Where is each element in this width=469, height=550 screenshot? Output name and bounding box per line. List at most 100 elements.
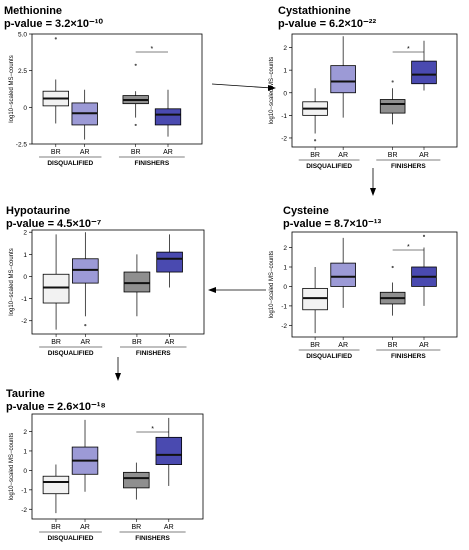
y-tick-label: 0	[283, 284, 287, 291]
y-tick-label: 0	[23, 105, 27, 112]
box-ar-disqualified	[330, 36, 356, 118]
box-ar-disqualified	[71, 419, 99, 492]
box-iqr	[123, 471, 150, 489]
outlier-point	[134, 123, 137, 127]
box-ar-finishers	[155, 417, 183, 486]
x-category-label: AR	[338, 152, 348, 159]
y-tick-label: 1	[283, 68, 287, 75]
y-tick-label: 2	[283, 45, 287, 52]
y-tick-label: 0	[283, 90, 287, 97]
box-br-disqualified	[42, 37, 69, 124]
flow-arrows	[115, 83, 376, 381]
x-category-label: AR	[165, 339, 175, 346]
y-tick-label: -2	[281, 135, 287, 142]
x-category-label: AR	[164, 524, 174, 531]
box-iqr	[330, 65, 356, 94]
y-axis-label: log10−scaled MS−counts	[9, 55, 15, 122]
box-ar-finishers	[411, 40, 437, 91]
plot-frame	[291, 33, 458, 148]
x-category-label: AR	[80, 149, 90, 156]
arrow-head	[268, 85, 276, 91]
y-tick-label: 1	[23, 252, 27, 259]
x-category-label: BR	[132, 339, 142, 346]
box-br-disqualified	[302, 88, 328, 142]
box-ar-finishers	[156, 234, 183, 288]
group-label: FINISHERS	[135, 160, 170, 167]
group-label: DISQUALIFIED	[47, 160, 93, 167]
y-tick-label: -2.5	[16, 142, 28, 149]
panel-title: Hypotaurine	[6, 205, 70, 217]
y-tick-label: 2	[283, 245, 287, 252]
box-iqr	[155, 436, 183, 465]
box-br-finishers	[123, 462, 150, 500]
box-iqr	[42, 273, 70, 304]
panel-pvalue: p-value = 6.2×10⁻²²	[278, 18, 376, 30]
y-tick-label: 2.5	[18, 68, 27, 75]
arrow-head	[208, 287, 216, 293]
outlier-point	[391, 80, 394, 83]
y-tick-label: 1	[23, 448, 27, 455]
x-category-label: AR	[338, 342, 348, 349]
y-tick-label: -2	[21, 318, 27, 325]
x-category-label: BR	[310, 152, 320, 159]
x-category-label: BR	[131, 149, 141, 156]
significance-marker: *	[407, 244, 410, 251]
box-ar-disqualified	[71, 89, 98, 140]
box-br-disqualified	[42, 234, 70, 330]
box-iqr	[123, 271, 151, 293]
x-category-label: AR	[419, 152, 429, 159]
x-category-label: AR	[163, 149, 173, 156]
y-axis-label: log10−scaled MS−counts	[9, 433, 15, 500]
arrow-head	[370, 188, 376, 196]
y-tick-label: -2	[21, 507, 27, 514]
x-category-label: BR	[310, 342, 320, 349]
panel-pvalue: p-value = 4.5×10⁻⁷	[6, 218, 102, 230]
group-label: DISQUALIFIED	[306, 163, 352, 170]
x-category-label: BR	[51, 524, 61, 531]
box-ar-disqualified	[72, 232, 99, 327]
x-category-label: BR	[51, 149, 61, 156]
x-category-label: AR	[80, 339, 90, 346]
box-ar-finishers	[154, 89, 182, 137]
x-category-label: BR	[51, 339, 61, 346]
significance-marker: *	[151, 426, 154, 433]
group-label: DISQUALIFIED	[48, 535, 94, 542]
box-ar-finishers	[411, 234, 437, 306]
y-tick-label: -2	[281, 323, 287, 330]
box-iqr	[156, 251, 183, 273]
box-br-disqualified	[42, 464, 70, 514]
box-br-disqualified	[302, 267, 328, 334]
box-br-finishers	[379, 80, 406, 125]
group-label: FINISHERS	[135, 535, 170, 542]
x-category-label: BR	[388, 342, 398, 349]
significance-marker: *	[150, 46, 153, 53]
box-br-finishers	[123, 254, 151, 317]
panel-title: Taurine	[6, 388, 45, 400]
box-iqr	[411, 60, 437, 85]
y-tick-label: -1	[281, 303, 287, 310]
y-axis-label: log10−scaled MS−counts	[9, 248, 15, 315]
arrow-head	[115, 373, 121, 381]
panel-pvalue: p-value = 3.2×10⁻¹⁰	[4, 18, 103, 30]
panel-title: Cysteine	[283, 205, 329, 217]
y-tick-label: 5.0	[18, 32, 27, 39]
box-iqr	[379, 99, 406, 114]
y-axis-label: log10−scaled MS−counts	[269, 57, 275, 124]
box-br-finishers	[122, 63, 149, 127]
group-label: FINISHERS	[391, 353, 426, 360]
outlier-point	[54, 37, 57, 40]
y-tick-label: -1	[281, 113, 287, 120]
group-label: FINISHERS	[391, 163, 426, 170]
y-tick-label: -1	[21, 487, 27, 494]
box-iqr	[330, 262, 356, 287]
plot-frame	[31, 33, 203, 145]
box-ar-disqualified	[330, 237, 356, 308]
outlier-point	[134, 63, 137, 66]
box-iqr	[154, 108, 182, 126]
